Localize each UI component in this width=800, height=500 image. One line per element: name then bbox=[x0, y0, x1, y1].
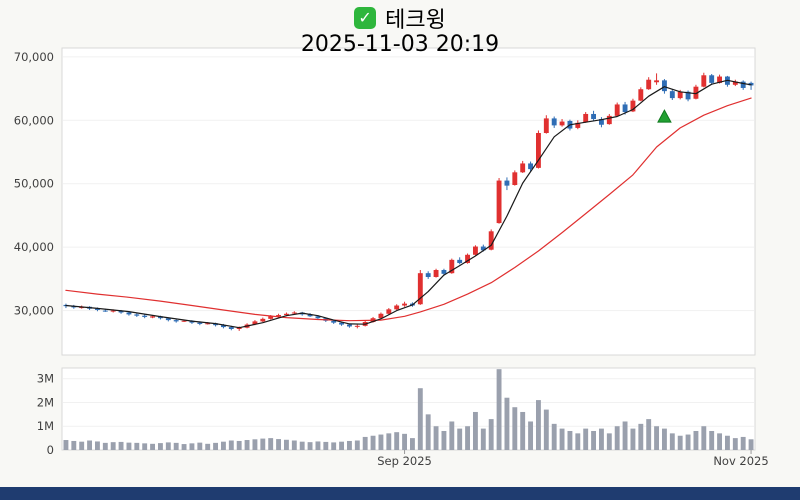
svg-text:60,000: 60,000 bbox=[14, 113, 54, 127]
svg-text:Nov 2025: Nov 2025 bbox=[713, 454, 768, 468]
stock-name: 테크윙 bbox=[385, 7, 446, 33]
svg-text:40,000: 40,000 bbox=[14, 240, 54, 254]
svg-text:2M: 2M bbox=[37, 395, 54, 409]
chart-datetime: 2025-11-03 20:19 bbox=[300, 32, 500, 57]
chart-header: ✓ 테크윙 2025-11-03 20:19 bbox=[0, 3, 800, 57]
svg-text:30,000: 30,000 bbox=[14, 304, 54, 318]
green-checkbox-icon: ✓ bbox=[354, 6, 377, 29]
svg-text:3M: 3M bbox=[37, 372, 54, 386]
svg-text:70,000: 70,000 bbox=[14, 50, 54, 64]
footer-bar bbox=[0, 487, 800, 500]
svg-text:Sep 2025: Sep 2025 bbox=[377, 454, 432, 468]
svg-text:0: 0 bbox=[47, 443, 54, 457]
svg-text:50,000: 50,000 bbox=[14, 177, 54, 191]
title-line: ✓ 테크윙 bbox=[0, 3, 800, 33]
svg-text:1M: 1M bbox=[37, 419, 54, 433]
